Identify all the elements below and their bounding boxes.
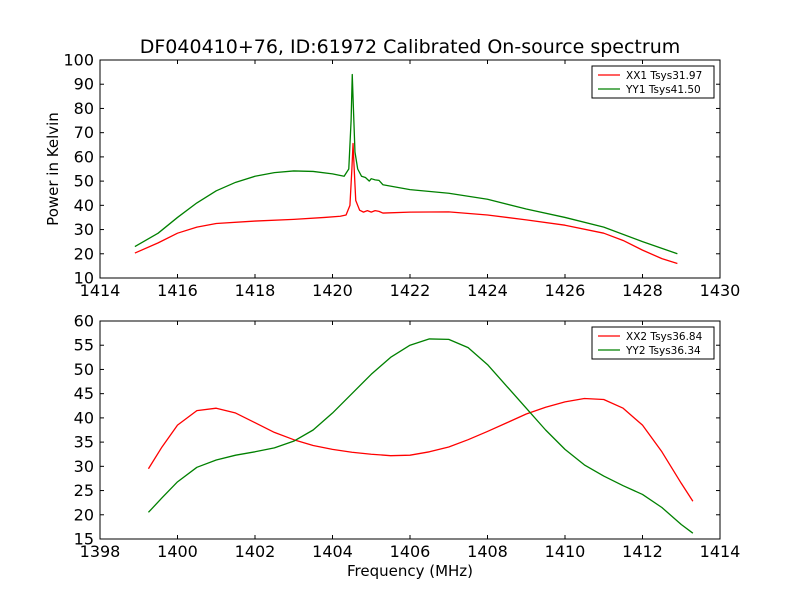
x-tick-label: 1416 [157,281,198,300]
x-tick-label: 1418 [235,281,276,300]
series-line-xx [134,142,678,265]
series-lines [147,338,694,534]
x-tick-label: 1410 [545,542,586,561]
y-tick-label: 60 [74,147,94,166]
series-line-yy [134,73,678,255]
y-tick-label: 35 [74,433,94,452]
x-tick-label: 1420 [312,281,353,300]
legend: XX1 Tsys31.97 YY1 Tsys41.50 [591,65,715,99]
x-tick-label: 1408 [467,542,508,561]
x-tick-label: 1414 [700,542,741,561]
x-tick-label: 1404 [312,542,353,561]
legend-entry: XX1 Tsys31.97 [626,70,702,82]
y-tick-label: 25 [74,481,94,500]
y-tick-label: 80 [74,99,94,118]
series-line-xx [147,397,694,502]
x-tick-label: 1428 [622,281,663,300]
x-tick-label: 1398 [80,542,121,561]
y-tick-label: 55 [74,336,94,355]
series-lines [134,73,678,265]
y-tick-label: 100 [63,51,94,70]
y-tick-label: 90 [74,75,94,94]
x-tick-label: 1402 [235,542,276,561]
legend-box [591,65,715,99]
legend-entry: YY1 Tsys41.50 [625,84,701,96]
y-tick-label: 45 [74,384,94,403]
y-tick-label: 20 [74,505,94,524]
x-tick-label: 1400 [157,542,198,561]
x-tick-label: 1412 [622,542,663,561]
y-tick-label: 20 [74,244,94,263]
x-axis-label: Frequency (MHz) [347,562,473,580]
legend-box [591,326,715,360]
figure-title: DF040410+76, ID:61972 Calibrated On-sour… [140,36,681,58]
y-tick-label: 15 [74,530,94,549]
y-tick-label: 40 [74,196,94,215]
y-tick-label: 30 [74,457,94,476]
x-tick-label: 1424 [467,281,508,300]
y-tick-label: 40 [74,408,94,427]
legend-entry: YY2 Tsys36.34 [625,345,701,357]
series-line-yy [147,338,694,534]
top-spectrum-plot: 1414 1416 1418 1420 1422 1424 1426 1428 1430 10 20… [44,51,740,301]
bottom-spectrum-plot: 1398 1400 1402 1404 1406 1408 1410 1412 1414 15 20… [74,312,741,581]
y-tick-label: 30 [74,220,94,239]
y-axis-label: Power in Kelvin [44,112,62,226]
x-tick-label: 1430 [700,281,741,300]
y-tick-label: 10 [74,269,94,288]
legend-entry: XX2 Tsys36.84 [626,331,703,343]
legend: XX2 Tsys36.84 YY2 Tsys36.34 [591,326,715,360]
y-tick-label: 60 [74,312,94,331]
x-tick-label: 1406 [390,542,431,561]
x-tick-label: 1422 [390,281,431,300]
y-tick-label: 50 [74,360,94,379]
x-tick-label: 1426 [545,281,586,300]
x-tick-label: 1414 [80,281,121,300]
y-tick-label: 70 [74,123,94,142]
y-tick-label: 50 [74,172,94,191]
